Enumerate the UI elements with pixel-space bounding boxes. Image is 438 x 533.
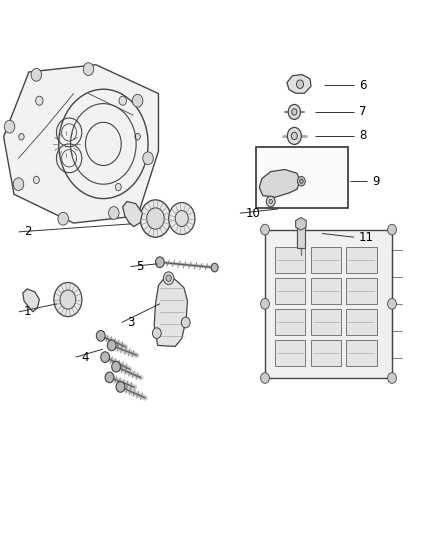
Circle shape bbox=[288, 104, 300, 119]
Polygon shape bbox=[296, 217, 306, 230]
Circle shape bbox=[115, 183, 121, 191]
Circle shape bbox=[112, 361, 120, 372]
Bar bbox=[311, 309, 341, 335]
Circle shape bbox=[388, 224, 396, 235]
Text: 11: 11 bbox=[359, 231, 374, 244]
Circle shape bbox=[175, 211, 188, 227]
Circle shape bbox=[135, 133, 140, 140]
Circle shape bbox=[109, 207, 119, 220]
Polygon shape bbox=[287, 75, 311, 93]
Bar bbox=[346, 309, 377, 335]
Circle shape bbox=[96, 330, 105, 341]
Polygon shape bbox=[23, 289, 39, 312]
Text: 8: 8 bbox=[359, 130, 367, 142]
Circle shape bbox=[147, 208, 164, 229]
Text: 3: 3 bbox=[127, 316, 134, 329]
Bar bbox=[346, 278, 377, 304]
Bar bbox=[346, 247, 377, 273]
Circle shape bbox=[31, 68, 42, 81]
Circle shape bbox=[83, 63, 94, 76]
Circle shape bbox=[140, 200, 171, 237]
Circle shape bbox=[292, 109, 297, 115]
Bar bbox=[311, 247, 341, 273]
Circle shape bbox=[266, 196, 275, 207]
Text: 4: 4 bbox=[81, 351, 88, 364]
Circle shape bbox=[169, 203, 195, 235]
Circle shape bbox=[116, 382, 125, 392]
Circle shape bbox=[13, 178, 24, 191]
Circle shape bbox=[261, 298, 269, 309]
Circle shape bbox=[105, 372, 114, 383]
Text: 2: 2 bbox=[24, 225, 32, 238]
Text: 1: 1 bbox=[24, 305, 32, 318]
Bar bbox=[311, 340, 341, 366]
Bar bbox=[275, 340, 305, 366]
Bar bbox=[311, 278, 341, 304]
Bar bbox=[256, 147, 348, 208]
Polygon shape bbox=[123, 201, 142, 227]
Circle shape bbox=[287, 127, 301, 144]
Circle shape bbox=[269, 199, 272, 204]
Circle shape bbox=[297, 176, 305, 186]
Bar bbox=[275, 309, 305, 335]
Bar bbox=[275, 247, 305, 273]
Text: 5: 5 bbox=[136, 260, 143, 273]
Circle shape bbox=[291, 132, 297, 140]
Circle shape bbox=[35, 96, 43, 106]
Circle shape bbox=[152, 328, 161, 338]
Circle shape bbox=[163, 272, 174, 285]
Circle shape bbox=[132, 94, 143, 107]
Circle shape bbox=[261, 373, 269, 383]
Bar bbox=[346, 340, 377, 366]
Circle shape bbox=[388, 298, 396, 309]
Polygon shape bbox=[154, 277, 187, 346]
Text: 10: 10 bbox=[245, 207, 260, 220]
Polygon shape bbox=[259, 169, 300, 197]
Polygon shape bbox=[265, 230, 392, 378]
Circle shape bbox=[101, 352, 110, 362]
Circle shape bbox=[119, 96, 127, 106]
Circle shape bbox=[166, 275, 171, 281]
Circle shape bbox=[261, 224, 269, 235]
Circle shape bbox=[181, 317, 190, 328]
Circle shape bbox=[60, 290, 76, 309]
Text: 6: 6 bbox=[359, 79, 367, 92]
Bar bbox=[275, 278, 305, 304]
Bar bbox=[297, 227, 305, 248]
Circle shape bbox=[58, 212, 68, 225]
Circle shape bbox=[54, 282, 82, 317]
Circle shape bbox=[19, 133, 24, 140]
Circle shape bbox=[155, 257, 164, 268]
Text: 7: 7 bbox=[359, 106, 367, 118]
Text: 9: 9 bbox=[372, 175, 380, 188]
Circle shape bbox=[107, 340, 116, 351]
Circle shape bbox=[33, 176, 39, 183]
Circle shape bbox=[388, 373, 396, 383]
Circle shape bbox=[211, 263, 218, 272]
Circle shape bbox=[300, 179, 303, 183]
Polygon shape bbox=[4, 64, 159, 223]
Circle shape bbox=[143, 152, 153, 165]
Circle shape bbox=[4, 120, 15, 133]
Circle shape bbox=[297, 80, 304, 88]
